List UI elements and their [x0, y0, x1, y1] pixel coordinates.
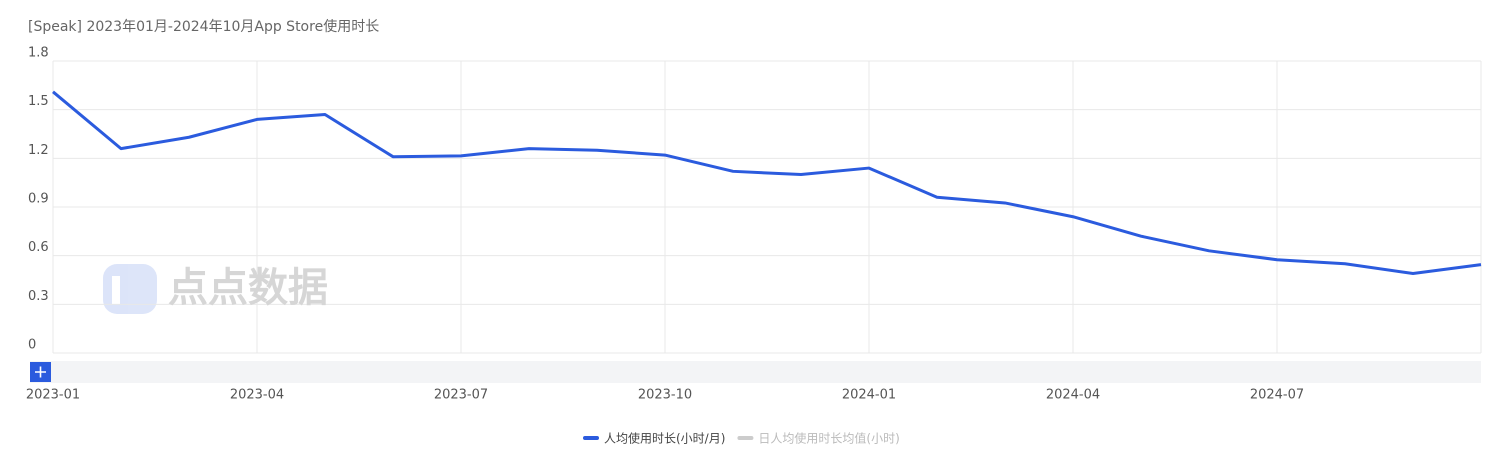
x-tick-label: 2023-01: [26, 388, 80, 403]
y-tick-label: 0: [28, 338, 36, 353]
x-tick-label: 2024-07: [1250, 388, 1304, 403]
watermark-logo: [103, 264, 157, 314]
legend: 人均使用时长(小时/月) 日人均使用时长均值(小时): [583, 431, 900, 446]
legend-swatch: [583, 436, 599, 440]
watermark: 点点数据: [168, 265, 328, 311]
y-tick-label: 1.8: [28, 46, 49, 61]
x-tick-label: 2023-07: [434, 388, 488, 403]
y-tick-label: 1.5: [28, 94, 49, 109]
y-tick-label: 1.2: [28, 143, 49, 158]
y-tick-label: 0.6: [28, 240, 49, 255]
y-tick-label: 0.3: [28, 289, 49, 304]
legend-label: 日人均使用时长均值(小时): [758, 431, 899, 446]
x-tick-label: 2024-04: [1046, 388, 1100, 403]
y-tick-label: 0.9: [28, 192, 49, 207]
zoom-bar[interactable]: [30, 361, 1481, 383]
legend-swatch: [737, 436, 754, 440]
legend-label: 人均使用时长(小时/月): [604, 431, 725, 446]
plus-icon: [35, 366, 46, 378]
legend-item[interactable]: 人均使用时长(小时/月): [583, 431, 725, 446]
legend-item[interactable]: 日人均使用时长均值(小时): [737, 431, 900, 446]
chart-title: [Speak] 2023年01月-2024年10月App Store使用时长: [28, 18, 379, 35]
series-line: [52, 90, 1482, 276]
x-tick-label: 2023-04: [230, 388, 284, 403]
x-tick-label: 2024-01: [842, 388, 896, 403]
x-tick-label: 2023-10: [638, 388, 692, 403]
